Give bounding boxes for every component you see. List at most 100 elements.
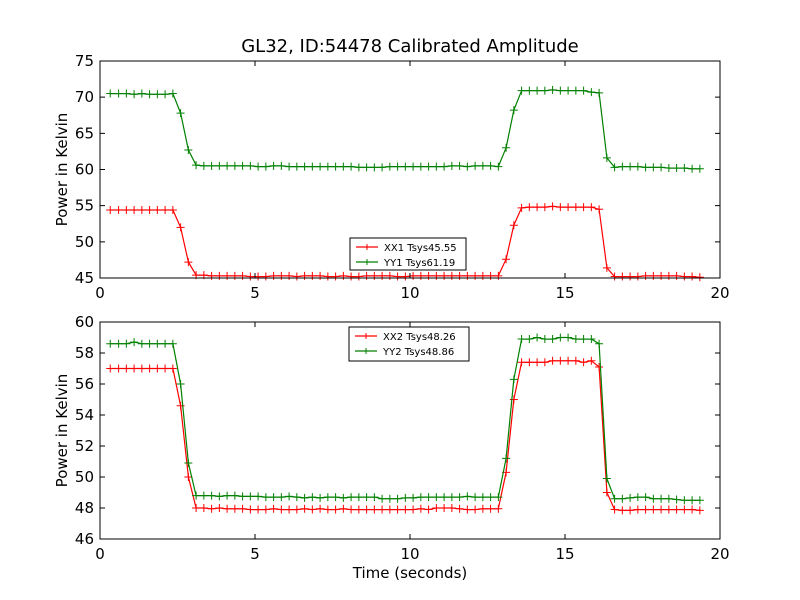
data-point-marker xyxy=(494,162,503,171)
data-point-marker xyxy=(339,162,348,171)
data-point-marker xyxy=(432,493,441,502)
data-point-marker xyxy=(161,339,170,348)
data-point-marker xyxy=(447,493,456,502)
data-point-marker xyxy=(401,162,410,171)
data-point-marker xyxy=(393,162,402,171)
y-tick-label: 75 xyxy=(75,52,94,70)
data-point-marker xyxy=(424,162,433,171)
top-panel: 0 5 10 15 20 45 50 55 60 65 70 75 Power in Kelvin XX1… xyxy=(53,52,730,302)
data-point-marker xyxy=(199,504,208,512)
data-point-marker xyxy=(393,494,402,503)
data-point-marker xyxy=(688,164,697,173)
y-axis-label: Power in Kelvin xyxy=(53,374,71,488)
data-point-marker xyxy=(370,505,379,514)
data-point-marker xyxy=(145,339,154,348)
data-point-marker xyxy=(354,493,363,502)
data-point-marker xyxy=(238,492,247,501)
data-point-marker xyxy=(432,162,441,171)
data-point-marker xyxy=(548,356,557,365)
data-point-marker xyxy=(695,273,704,282)
data-point-marker xyxy=(657,494,666,503)
data-point-marker xyxy=(664,494,673,503)
data-point-marker xyxy=(168,339,177,348)
data-point-marker xyxy=(223,161,232,170)
series-1 xyxy=(106,356,704,515)
data-point-marker xyxy=(664,164,673,173)
data-point-marker xyxy=(261,162,270,171)
data-point-marker xyxy=(354,272,363,281)
data-point-marker xyxy=(695,506,704,515)
data-point-marker xyxy=(463,492,472,501)
data-point-marker xyxy=(207,504,216,513)
data-point-marker xyxy=(641,505,650,514)
data-point-marker xyxy=(370,163,379,172)
data-point-marker xyxy=(176,223,185,232)
data-point-marker xyxy=(409,505,418,514)
x-tick-label: 10 xyxy=(400,545,419,563)
data-point-marker xyxy=(168,364,177,373)
data-point-marker xyxy=(618,162,627,171)
data-point-marker xyxy=(548,335,557,344)
data-point-marker xyxy=(587,203,596,212)
data-point-marker xyxy=(354,163,363,172)
x-tick-label: 20 xyxy=(710,284,729,302)
data-point-marker xyxy=(548,85,557,94)
data-point-marker xyxy=(649,163,658,172)
data-point-marker xyxy=(633,272,642,281)
data-point-marker xyxy=(556,86,565,95)
data-point-marker xyxy=(432,504,441,512)
data-point-marker xyxy=(401,272,410,281)
data-point-marker xyxy=(641,493,650,502)
data-point-marker xyxy=(649,494,658,503)
data-point-marker xyxy=(130,338,139,347)
figure-title: GL32, ID:54478 Calibrated Amplitude xyxy=(241,36,579,57)
data-point-marker xyxy=(192,491,201,500)
data-point-marker xyxy=(517,203,526,212)
legend-box xyxy=(349,237,467,271)
data-point-marker xyxy=(207,491,216,500)
data-point-marker xyxy=(261,493,270,502)
data-point-marker xyxy=(347,493,356,502)
data-point-marker xyxy=(486,161,495,170)
data-point-marker xyxy=(145,206,154,215)
data-point-marker xyxy=(137,339,146,348)
data-point-marker xyxy=(447,161,456,170)
data-point-marker xyxy=(602,153,611,162)
legend-label: YY2 Tsys48.86 xyxy=(382,347,454,358)
data-point-marker xyxy=(440,162,449,171)
data-point-marker xyxy=(238,161,247,170)
data-point-marker xyxy=(571,335,580,344)
data-point-marker xyxy=(153,339,162,348)
y-tick-label: 46 xyxy=(75,530,94,548)
data-point-marker xyxy=(657,163,666,172)
data-point-marker xyxy=(277,505,286,514)
data-point-marker xyxy=(331,493,340,502)
data-point-marker xyxy=(626,493,635,502)
data-point-marker xyxy=(440,493,449,502)
data-point-marker xyxy=(292,162,301,171)
data-point-marker xyxy=(323,272,332,281)
data-point-marker xyxy=(223,504,232,513)
data-point-marker xyxy=(556,356,565,365)
data-point-marker xyxy=(447,504,456,512)
data-point-marker xyxy=(308,162,317,171)
data-point-marker xyxy=(478,161,487,170)
data-point-marker xyxy=(664,505,673,514)
data-point-marker xyxy=(215,161,224,170)
data-point-marker xyxy=(587,335,596,344)
data-point-marker xyxy=(385,494,394,503)
legend-marker xyxy=(363,348,369,354)
data-point-marker xyxy=(602,488,611,497)
data-point-marker xyxy=(416,504,425,513)
data-point-marker xyxy=(161,90,170,99)
data-point-marker xyxy=(114,364,123,373)
data-point-marker xyxy=(215,504,224,512)
data-point-marker xyxy=(300,504,309,513)
data-point-marker xyxy=(230,504,239,513)
data-point-marker xyxy=(440,504,449,512)
data-point-marker xyxy=(509,221,518,230)
data-point-marker xyxy=(672,505,681,514)
data-point-marker xyxy=(424,493,433,502)
